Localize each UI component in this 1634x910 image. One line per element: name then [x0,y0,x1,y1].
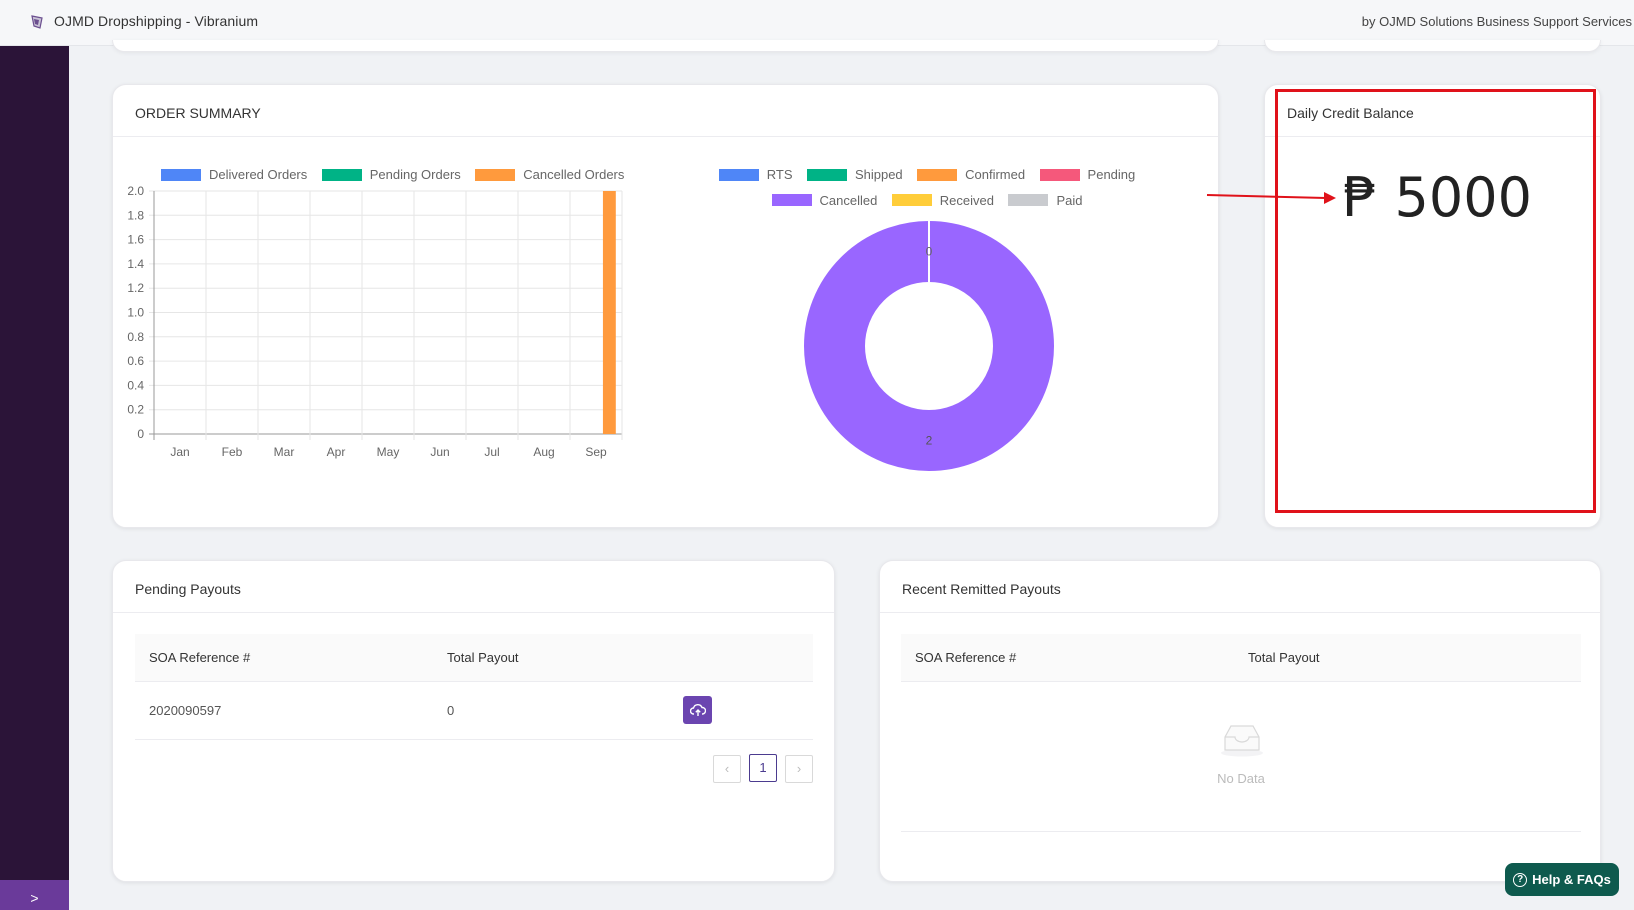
credit-balance-title: Daily Credit Balance [1265,85,1600,137]
y-tick-label: 1.4 [127,257,144,271]
data-label-zero: 0 [926,245,933,259]
company-byline: by OJMD Solutions Business Support Servi… [1361,14,1632,29]
table-header-row: SOA Reference # Total Payout [901,634,1581,682]
y-tick-label: 0.8 [127,330,144,344]
col-total-payout: Total Payout [1234,634,1581,682]
legend-pending[interactable]: Pending Orders [321,167,461,182]
legend-swatch-cancelled-status [771,194,812,206]
y-tick-label: 1.2 [127,281,144,295]
y-tick-label: 0 [137,427,144,441]
order-status-doughnut: 02 [804,221,1054,471]
x-tick-label: Jun [430,445,449,459]
legend-swatch-delivered [161,168,201,181]
y-tick-label: 1.8 [127,208,144,222]
doughnut-legend: RTS Shipped Confirmed Pending Cancelled … [712,167,1152,211]
legend-paid[interactable]: Paid [1008,193,1082,208]
col-soa-reference: SOA Reference # [135,634,433,682]
credit-highlight-box [1275,89,1596,513]
pagination-page-1[interactable]: 1 [749,754,777,782]
card-above-right [1264,40,1601,52]
soa-reference-cell: 2020090597 [135,681,433,740]
table-row: 2020090597 0 [135,681,813,740]
col-actions [669,634,813,682]
pagination-prev-button[interactable]: ‹ [713,755,741,783]
order-bar-chart: 2.0 1.8 1.6 1.4 1.2 1.0 0.8 0.6 0.4 0.2 0 Jan Feb Mar… [127,184,623,459]
help-question-icon: ? [1513,872,1528,887]
table-header-row: SOA Reference # Total Payout [135,634,813,682]
legend-shipped[interactable]: Shipped [806,167,903,182]
legend-swatch-confirmed [917,168,958,181]
card-above-left [112,40,1219,52]
legend-swatch-paid [1008,194,1049,206]
legend-rts[interactable]: RTS [718,167,793,182]
y-tick-label: 2.0 [127,184,144,198]
app-title: OJMD Dropshipping - Vibranium [54,13,259,29]
x-tick-label: Apr [327,445,346,459]
actions-cell [669,681,813,740]
legend-swatch-received [891,194,932,206]
order-summary-title: ORDER SUMMARY [113,85,1218,137]
y-tick-label: 0.4 [127,378,144,392]
legend-cancelled[interactable]: Cancelled Orders [475,167,624,182]
remitted-payouts-title: Recent Remitted Payouts [880,561,1600,613]
legend-swatch-rts [718,168,759,181]
x-tick-label: Sep [585,445,607,459]
x-tick-label: Jul [484,445,499,459]
col-total-payout: Total Payout [433,634,669,682]
legend-cancelled-status[interactable]: Cancelled [771,193,877,208]
sidebar-expand-button[interactable]: > [0,880,69,910]
download-button[interactable] [683,696,712,724]
legend-swatch-pending [321,168,362,181]
shield-logo-icon[interactable] [26,12,46,32]
pending-payouts-title: Pending Payouts [113,561,834,613]
credit-balance-value: ₱ 5000 [1343,166,1532,229]
empty-state: No Data [901,683,1581,832]
remitted-payouts-table: SOA Reference # Total Payout [901,634,1581,682]
legend-received[interactable]: Received [891,193,994,208]
y-tick-label: 1.6 [127,233,144,247]
sidebar: > [0,46,69,910]
credit-balance-card: Daily Credit Balance [1264,84,1601,528]
x-tick-label: Feb [222,445,243,459]
legend-swatch-cancelled [475,168,516,181]
help-faqs-button[interactable]: ? Help & FAQs [1505,863,1619,896]
x-tick-label: May [377,445,400,459]
bar-chart-legend: Delivered Orders Pending Orders Cancelle… [161,167,634,186]
y-tick-label: 0.2 [127,403,144,417]
empty-inbox-icon [1221,725,1263,757]
remitted-payouts-card: Recent Remitted Payouts [879,560,1601,882]
pending-payouts-table: SOA Reference # Total Payout 2020090597 … [135,634,813,740]
y-tick-label: 1.0 [127,306,144,320]
legend-swatch-pending-status [1039,168,1080,181]
bar-cancelled-orders [602,191,616,434]
cloud-download-icon [689,704,706,716]
x-tick-label: Mar [274,445,295,459]
legend-confirmed[interactable]: Confirmed [917,167,1025,182]
x-tick-label: Jan [170,445,189,459]
legend-swatch-shipped [806,168,847,181]
total-payout-cell: 0 [433,681,669,740]
pagination-next-button[interactable]: › [785,755,813,783]
legend-pending-status[interactable]: Pending [1039,167,1135,182]
empty-state-text: No Data [1217,771,1265,786]
col-soa-reference: SOA Reference # [901,634,1234,682]
data-label-cancelled: 2 [926,434,933,448]
legend-delivered[interactable]: Delivered Orders [161,167,307,182]
help-label: Help & FAQs [1532,872,1611,887]
x-tick-label: Aug [533,445,554,459]
annotation-arrow [1206,192,1336,204]
y-tick-label: 0.6 [127,354,144,368]
